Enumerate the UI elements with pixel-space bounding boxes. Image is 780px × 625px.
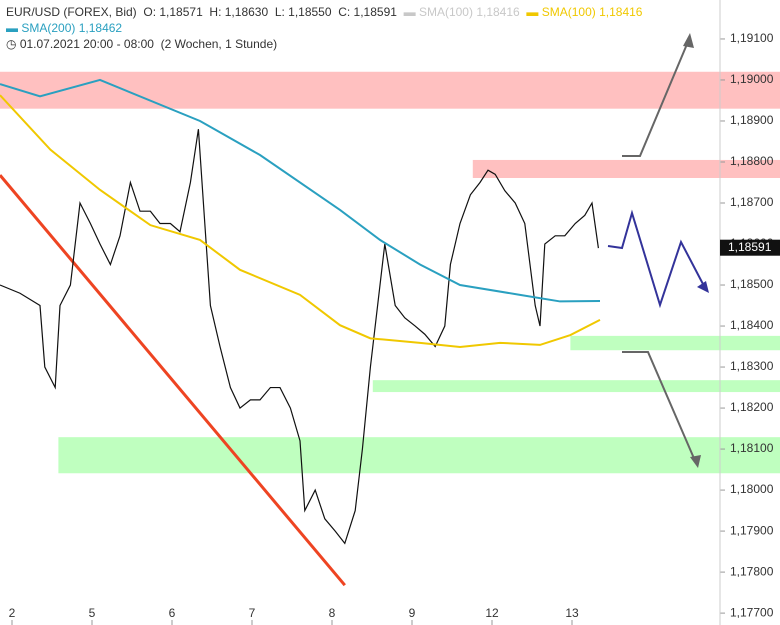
period: 01.07.2021 20:00 - 08:00 bbox=[19, 37, 154, 51]
y-tick-label: 1,18700 bbox=[730, 195, 774, 209]
interval: (2 Wochen, 1 Stunde) bbox=[160, 37, 278, 51]
x-tick-label: 12 bbox=[485, 606, 499, 620]
x-tick-label: 2 bbox=[9, 606, 16, 620]
title: EUR/USD (FOREX, Bid) bbox=[6, 5, 137, 19]
zone bbox=[58, 437, 780, 474]
y-tick-label: 1,18800 bbox=[730, 154, 774, 168]
zone bbox=[570, 335, 780, 351]
y-tick-label: 1,18500 bbox=[730, 277, 774, 291]
ohlc: O: 1,18571 bbox=[143, 5, 203, 19]
x-tick-label: 6 bbox=[169, 606, 176, 620]
legend-entry: ▬ SMA(100) 1,18416 bbox=[526, 5, 643, 19]
y-tick-label: 1,18300 bbox=[730, 359, 774, 373]
legend-name: SMA(100) bbox=[418, 5, 473, 19]
legend-name: SMA(100) bbox=[541, 5, 596, 19]
y-tick-label: 1,17800 bbox=[730, 564, 774, 578]
y-tick-label: 1,18400 bbox=[730, 318, 774, 332]
y-tick-label: 1,18100 bbox=[730, 441, 774, 455]
legend-value: 1,18462 bbox=[78, 21, 123, 35]
period-row: ◷ 01.07.2021 20:00 - 08:00 (2 Wochen, 1 … bbox=[6, 37, 278, 51]
ohlc: L: 1,18550 bbox=[274, 5, 332, 19]
scenario-arrow-up bbox=[622, 36, 691, 157]
x-tick-label: 9 bbox=[409, 606, 416, 620]
legend-value: 1,18416 bbox=[599, 5, 643, 19]
ohlc: C: 1,18591 bbox=[338, 5, 397, 19]
sma-line bbox=[0, 94, 601, 348]
arrow-head bbox=[697, 281, 709, 293]
arrow-head bbox=[690, 455, 701, 468]
price-line bbox=[0, 129, 599, 545]
y-tick-label: 1,19100 bbox=[730, 31, 774, 45]
y-tick-label: 1,17900 bbox=[730, 523, 774, 537]
arrow-head bbox=[683, 33, 694, 48]
zone bbox=[472, 159, 780, 178]
y-tick-label: 1,19000 bbox=[730, 72, 774, 86]
last-price-box bbox=[720, 239, 780, 256]
legend-entry: ▬ SMA(100) 1,18416 bbox=[403, 5, 520, 19]
legend-entry: ▬ SMA(200) 1,18462 bbox=[6, 21, 123, 35]
sma-line bbox=[0, 78, 601, 303]
zone bbox=[0, 71, 780, 109]
zone bbox=[372, 380, 780, 393]
y-tick-label: 1,18000 bbox=[730, 482, 774, 496]
x-tick-label: 13 bbox=[565, 606, 579, 620]
y-tick-label: 1,18200 bbox=[730, 400, 774, 414]
ohlc: H: 1,18630 bbox=[209, 5, 269, 19]
legend-value: 1,18416 bbox=[476, 5, 520, 19]
scenario-arrow-down bbox=[622, 351, 697, 464]
y-tick-label: 1,18900 bbox=[730, 113, 774, 127]
x-tick-label: 7 bbox=[249, 606, 256, 620]
scenario-arrow-main bbox=[607, 209, 705, 309]
x-tick-label: 5 bbox=[89, 606, 96, 620]
last-price-label: 1,18591 bbox=[728, 240, 772, 254]
x-tick-label: 8 bbox=[329, 606, 336, 620]
legend-name: SMA(200) bbox=[21, 21, 76, 35]
trendline bbox=[0, 174, 346, 587]
legend-row: EUR/USD (FOREX, Bid) O: 1,18571 H: 1,186… bbox=[6, 5, 642, 19]
y-tick-label: 1,17700 bbox=[730, 605, 774, 619]
